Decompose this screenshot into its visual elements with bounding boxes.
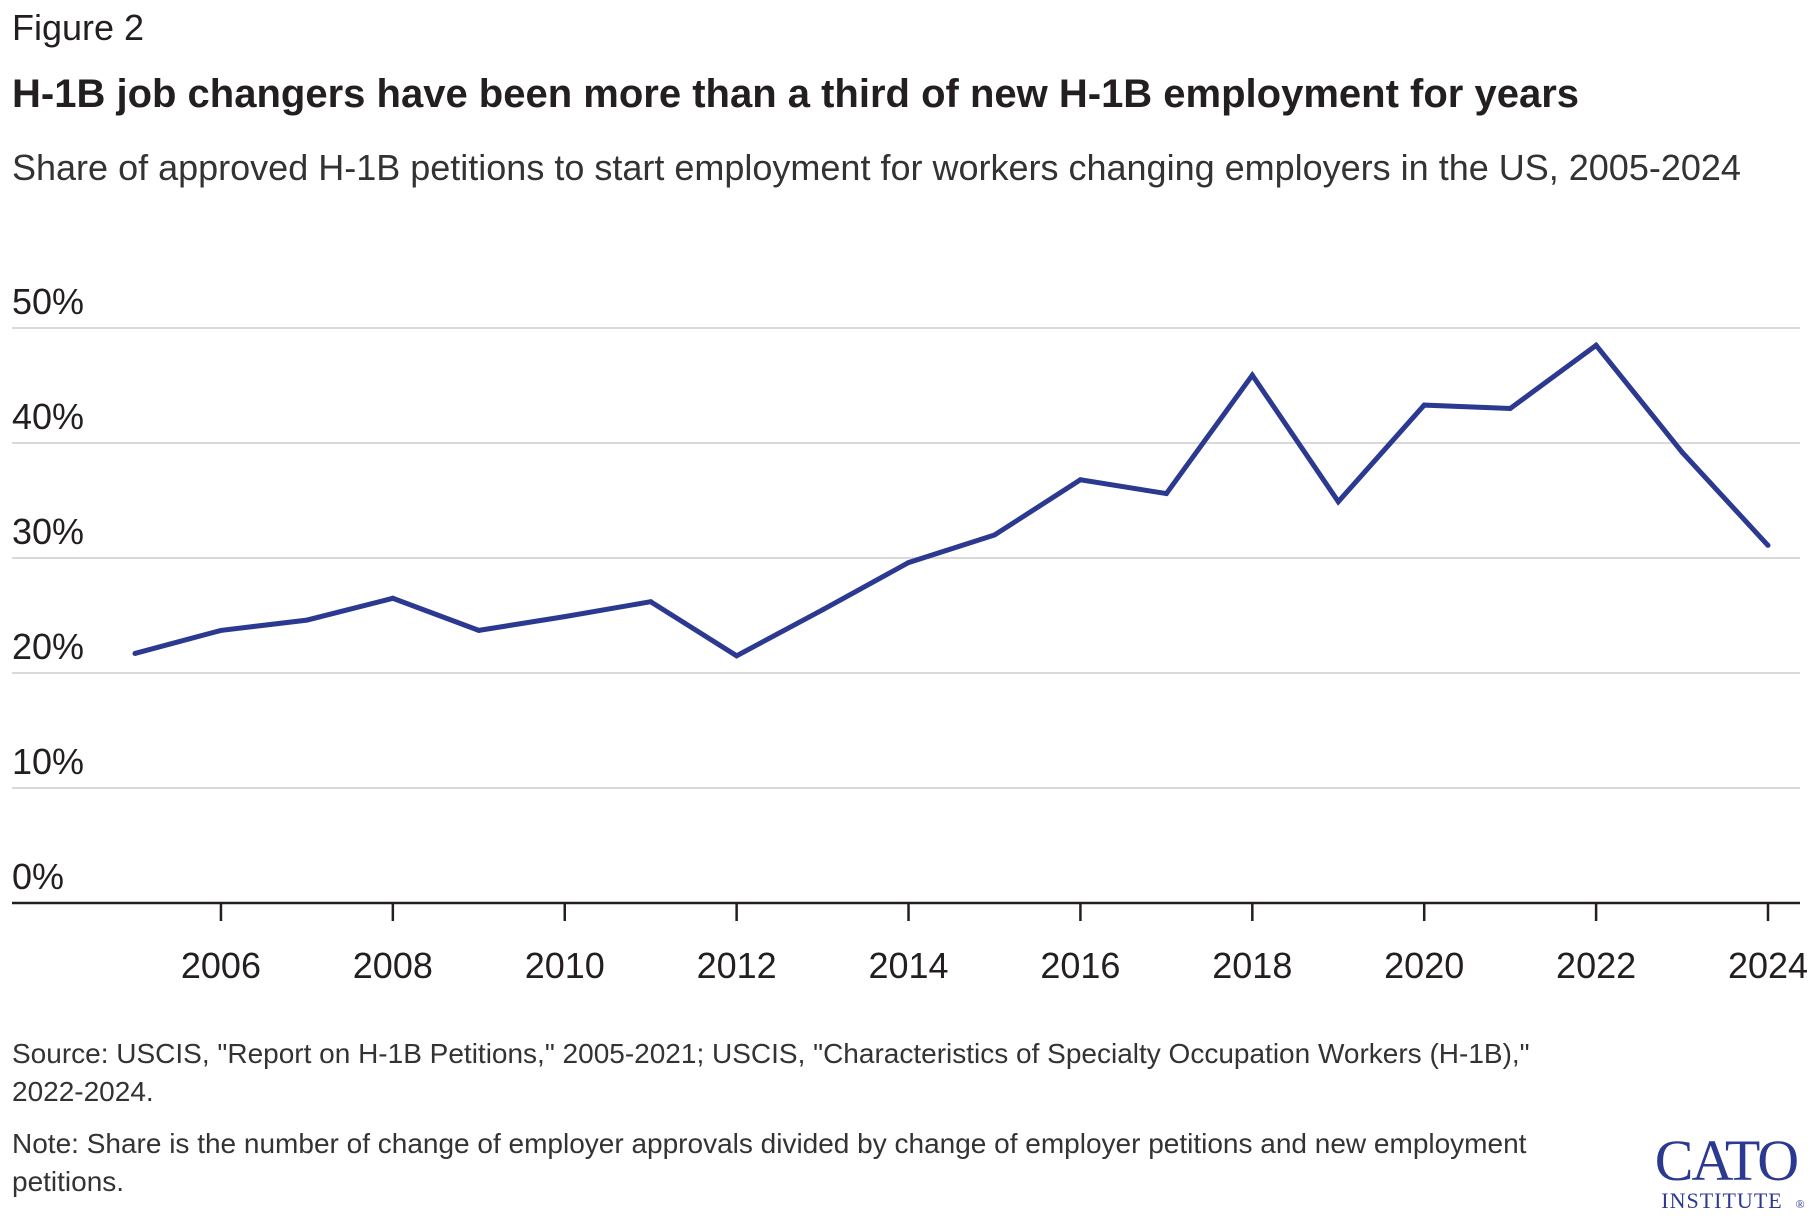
data-point-2015: [991, 532, 997, 538]
x-tick-label-2024: 2024: [1728, 945, 1808, 986]
x-tick-label-2008: 2008: [353, 945, 433, 986]
data-point-2022: [1593, 342, 1599, 348]
gridlines: [12, 327, 1800, 789]
x-tick-label-2014: 2014: [868, 945, 948, 986]
logo-sub-text: INSTITUTE: [1661, 1188, 1782, 1213]
data-point-2007: [304, 617, 310, 623]
line-chart: 0%10%20%30%40%50% 2006 2008 2010 2012 2014 20…: [12, 281, 1808, 986]
logo-main-text: CATO: [1655, 1128, 1798, 1193]
data-point-2006: [218, 627, 224, 633]
data-point-2008: [390, 595, 396, 601]
chart-title: H-1B job changers have been more than a …: [12, 72, 1580, 116]
data-point-2009: [476, 627, 482, 633]
x-tick-label-2012: 2012: [697, 945, 777, 986]
x-tick-label-2010: 2010: [525, 945, 605, 986]
data-point-2021: [1507, 406, 1513, 411]
data-point-2023: [1679, 449, 1685, 455]
figure-label: Figure 2: [12, 7, 145, 48]
y-axis-tick-labels: 0% 10% 20% 30% 40% 50%: [12, 281, 84, 897]
data-point-2020: [1421, 402, 1427, 408]
logo-registered-mark: ®: [1795, 1197, 1804, 1211]
data-point-2013: [820, 607, 826, 613]
data-point-2024: [1765, 542, 1771, 548]
data-point-2014: [906, 560, 912, 566]
source-note: Source: USCIS, "Report on H-1B Petitions…: [12, 1038, 1530, 1107]
y-tick-label-20: 20%: [12, 626, 84, 667]
methodology-note: Note: Share is the number of change of e…: [12, 1128, 1527, 1197]
cato-institute-logo: CATO INSTITUTE ®: [1655, 1128, 1805, 1213]
series-layer: [132, 341, 1771, 659]
y-tick-label-10: 10%: [12, 741, 84, 782]
data-point-2017: [1163, 491, 1169, 497]
chart-subtitle: Share of approved H-1B petitions to star…: [12, 147, 1741, 188]
y-tick-label-40: 40%: [12, 396, 84, 437]
y-tick-label-50: 50%: [12, 281, 84, 322]
data-point-2018: [1249, 372, 1255, 378]
series-line-0: [134, 341, 1770, 659]
x-tick-label-2020: 2020: [1384, 945, 1464, 986]
data-point-2012: [734, 653, 740, 659]
x-tick-label-2018: 2018: [1212, 945, 1292, 986]
y-tick-label-30: 30%: [12, 511, 84, 552]
data-point-2011: [648, 599, 654, 605]
data-point-2019: [1335, 499, 1341, 505]
x-tick-label-2016: 2016: [1040, 945, 1120, 986]
data-point-2016: [1077, 477, 1083, 483]
data-point-2010: [562, 614, 568, 620]
x-tick-label-2022: 2022: [1556, 945, 1636, 986]
x-axis-tick-labels: 2006 2008 2010 2012 2014 2016 2018 2020 2022 2024: [181, 945, 1808, 986]
y-tick-label-0: 0%: [12, 856, 64, 897]
x-tick-label-2006: 2006: [181, 945, 261, 986]
data-point-2005: [132, 650, 138, 656]
x-axis: [12, 901, 1800, 921]
